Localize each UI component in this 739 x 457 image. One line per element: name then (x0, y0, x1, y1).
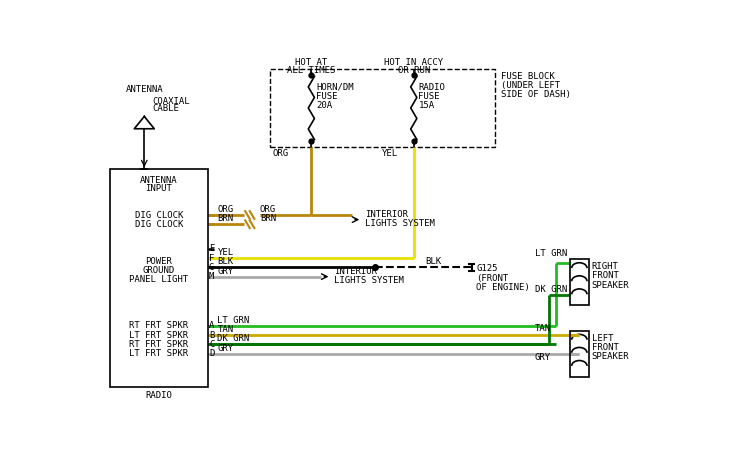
Text: LEFT: LEFT (592, 334, 613, 343)
Text: ORG: ORG (273, 149, 289, 158)
Text: SPEAKER: SPEAKER (592, 281, 630, 290)
Text: COAXIAL: COAXIAL (152, 96, 190, 106)
Text: INTERIOR: INTERIOR (365, 210, 408, 219)
Bar (570, 259, 588, 305)
Text: (FRONT: (FRONT (476, 274, 508, 282)
Text: FUSE: FUSE (316, 92, 338, 101)
Text: FUSE BLOCK: FUSE BLOCK (501, 72, 554, 81)
Text: LT GRN: LT GRN (217, 316, 250, 325)
Text: E: E (209, 244, 214, 253)
Text: D: D (209, 349, 214, 358)
Text: F: F (209, 254, 214, 263)
Text: CABLE: CABLE (152, 104, 179, 113)
Text: TAN: TAN (217, 325, 234, 334)
Text: DIG CLOCK: DIG CLOCK (134, 220, 183, 229)
Text: RT FRT SPKR: RT FRT SPKR (129, 340, 188, 349)
Text: LIGHTS SYSTEM: LIGHTS SYSTEM (335, 276, 404, 285)
Text: BLK: BLK (426, 257, 441, 266)
Text: 15A: 15A (418, 101, 435, 110)
Bar (270, 69, 494, 147)
Text: ORG: ORG (260, 205, 276, 214)
Text: HOT IN ACCY: HOT IN ACCY (384, 58, 443, 67)
Text: C: C (209, 340, 214, 349)
Text: GRY: GRY (217, 267, 234, 276)
Text: DK GRN: DK GRN (217, 335, 250, 344)
Text: G: G (209, 263, 214, 272)
Text: OR RUN: OR RUN (398, 66, 430, 75)
Text: INTERIOR: INTERIOR (335, 267, 378, 276)
Text: RADIO: RADIO (418, 83, 446, 92)
Text: YEL: YEL (217, 248, 234, 257)
Text: GRY: GRY (534, 353, 551, 362)
Text: GROUND: GROUND (143, 266, 175, 275)
Bar (570, 330, 588, 377)
Text: 20A: 20A (316, 101, 332, 110)
Text: A: A (209, 321, 214, 330)
Text: M: M (209, 272, 214, 281)
Text: LT FRT SPKR: LT FRT SPKR (129, 349, 188, 358)
Text: INPUT: INPUT (146, 184, 172, 192)
Text: G125: G125 (476, 265, 497, 273)
Text: LIGHTS SYSTEM: LIGHTS SYSTEM (365, 219, 435, 228)
Text: HOT AT: HOT AT (296, 58, 327, 67)
Text: RADIO: RADIO (146, 392, 172, 400)
Text: ALL TIMES: ALL TIMES (287, 66, 336, 75)
Text: BRN: BRN (217, 214, 234, 223)
Text: FUSE: FUSE (418, 92, 440, 101)
Text: PANEL LIGHT: PANEL LIGHT (129, 275, 188, 284)
Text: BRN: BRN (260, 214, 276, 223)
Text: LT FRT SPKR: LT FRT SPKR (129, 330, 188, 340)
Text: B: B (209, 330, 214, 340)
Text: SPEAKER: SPEAKER (592, 352, 630, 361)
Text: RIGHT: RIGHT (592, 262, 619, 271)
Text: GRY: GRY (217, 344, 234, 353)
Text: ORG: ORG (217, 205, 234, 214)
Text: RT FRT SPKR: RT FRT SPKR (129, 321, 188, 330)
Text: HORN/DM: HORN/DM (316, 83, 353, 92)
Text: (UNDER LEFT: (UNDER LEFT (501, 81, 560, 90)
Text: LT GRN: LT GRN (534, 249, 567, 258)
Text: ANTENNA: ANTENNA (140, 176, 177, 185)
Text: OF ENGINE): OF ENGINE) (476, 283, 530, 292)
Text: YEL: YEL (381, 149, 398, 158)
Text: POWER: POWER (146, 257, 172, 266)
Text: SIDE OF DASH): SIDE OF DASH) (501, 90, 571, 99)
Text: FRONT: FRONT (592, 271, 619, 280)
Text: TAN: TAN (534, 324, 551, 333)
Text: DIG CLOCK: DIG CLOCK (134, 211, 183, 219)
Text: BLK: BLK (217, 257, 234, 266)
Bar (109, 169, 208, 388)
Text: ANTENNA: ANTENNA (126, 85, 163, 94)
Text: FRONT: FRONT (592, 343, 619, 352)
Text: DK GRN: DK GRN (534, 285, 567, 294)
